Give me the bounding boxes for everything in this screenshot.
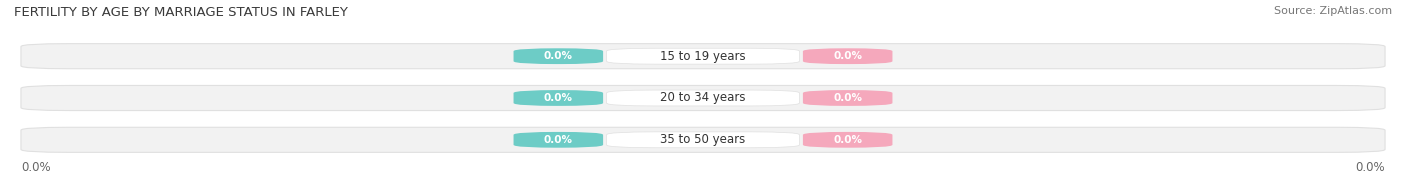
Text: 15 to 19 years: 15 to 19 years [661,50,745,63]
FancyBboxPatch shape [513,48,603,64]
FancyBboxPatch shape [21,85,1385,111]
FancyBboxPatch shape [803,48,893,64]
FancyBboxPatch shape [803,90,893,106]
Text: 0.0%: 0.0% [834,135,862,145]
FancyBboxPatch shape [21,127,1385,152]
FancyBboxPatch shape [803,132,893,148]
FancyBboxPatch shape [606,132,800,148]
Text: 35 to 50 years: 35 to 50 years [661,133,745,146]
Text: 20 to 34 years: 20 to 34 years [661,92,745,104]
FancyBboxPatch shape [21,44,1385,69]
Text: 0.0%: 0.0% [21,161,51,174]
FancyBboxPatch shape [606,48,800,64]
Text: Source: ZipAtlas.com: Source: ZipAtlas.com [1274,6,1392,16]
Text: 0.0%: 0.0% [544,51,572,61]
Text: 0.0%: 0.0% [834,51,862,61]
FancyBboxPatch shape [513,132,603,148]
Text: 0.0%: 0.0% [834,93,862,103]
Text: 0.0%: 0.0% [544,135,572,145]
Text: 0.0%: 0.0% [544,93,572,103]
FancyBboxPatch shape [513,90,603,106]
FancyBboxPatch shape [606,90,800,106]
Text: 0.0%: 0.0% [1355,161,1385,174]
Text: FERTILITY BY AGE BY MARRIAGE STATUS IN FARLEY: FERTILITY BY AGE BY MARRIAGE STATUS IN F… [14,6,347,19]
